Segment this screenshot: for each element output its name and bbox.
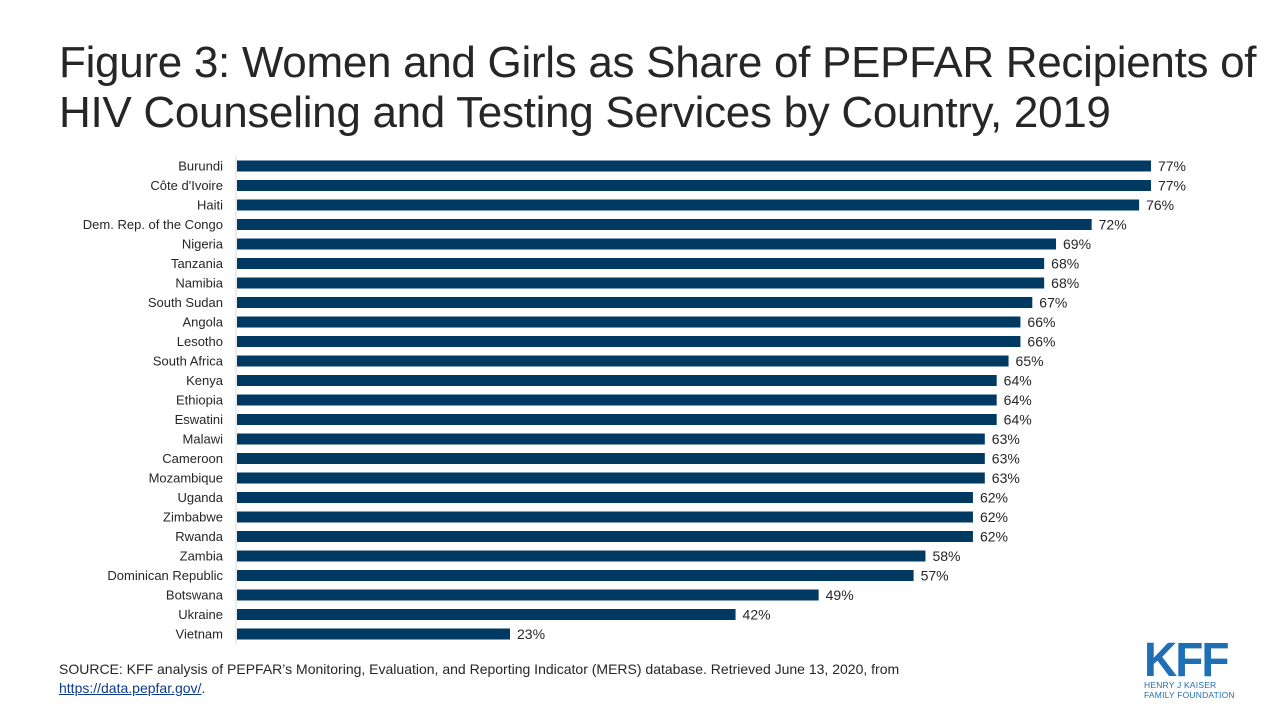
logo-line-2: FAMILY FOUNDATION [1144,690,1235,700]
bar [237,238,1057,250]
category-label: Dem. Rep. of the Congo [83,217,223,232]
category-label: South Africa [153,354,224,369]
title-line-1: Figure 3: Women and Girls as Share of PE… [59,38,1257,87]
bar [237,492,973,503]
category-label: Haiti [197,198,223,213]
category-label: Angola [183,315,224,330]
category-label: Eswatini [175,412,224,427]
bar [237,160,1151,172]
category-label: Mozambique [149,471,223,486]
source-note: SOURCE: KFF analysis of PEPFAR’s Monitor… [59,660,1059,698]
bar [237,472,985,484]
bar [237,316,1021,328]
bar [237,355,1009,367]
bar [237,628,511,640]
logo-line-1: HENRY J KAISER [1144,680,1217,690]
title-line-2: HIV Counseling and Testing Services by C… [59,88,1111,137]
bar [237,609,736,620]
data-label: 64% [1004,392,1032,408]
category-label: Lesotho [177,334,223,349]
data-label: 42% [743,607,771,623]
kff-logo: KFF HENRY J KAISER FAMILY FOUNDATION [1144,631,1244,700]
category-label: Zimbabwe [163,510,223,525]
category-label: Burundi [178,159,223,174]
category-label: Tanzania [171,256,224,271]
bar [237,394,997,406]
bar [237,219,1092,230]
category-label: Kenya [186,373,224,388]
bar [237,550,926,562]
data-label: 76% [1146,197,1174,213]
bar [237,433,985,445]
category-label: Namibia [175,276,223,291]
source-text: SOURCE: KFF analysis of PEPFAR’s Monitor… [59,661,900,677]
data-label: 77% [1158,158,1186,174]
data-label: 69% [1063,236,1091,252]
data-label: 58% [932,548,960,564]
data-label: 23% [517,626,545,642]
data-label: 63% [992,451,1020,467]
bar [237,453,985,464]
bar [237,297,1033,308]
data-label: 63% [992,431,1020,447]
category-label: Ukraine [178,607,223,622]
bar [237,511,973,523]
category-label: Nigeria [182,237,224,252]
data-label: 64% [1004,412,1032,428]
bar [237,375,997,386]
data-label: 62% [980,529,1008,545]
bar [237,180,1151,191]
category-label: Ethiopia [176,393,224,408]
source-end: . [201,680,206,696]
page-title: Figure 3: Women and Girls as Share of PE… [59,38,1259,138]
data-label: 57% [921,568,949,584]
bar [237,199,1140,211]
category-label: Cameroon [162,451,223,466]
category-label: South Sudan [148,295,223,310]
data-label: 62% [980,490,1008,506]
data-label: 68% [1051,275,1079,291]
data-label: 67% [1039,295,1067,311]
logo-mark: KFF [1144,631,1229,687]
category-label: Botswana [166,588,224,603]
source-link[interactable]: https://data.pepfar.gov/ [59,680,202,696]
bar [237,258,1045,269]
data-label: 64% [1004,373,1032,389]
data-label: 62% [980,509,1008,525]
data-label: 68% [1051,256,1079,272]
bar [237,336,1021,347]
data-label: 65% [1016,353,1044,369]
bar [237,570,914,581]
data-label: 63% [992,470,1020,486]
category-label: Vietnam [176,627,223,642]
bar [237,589,819,601]
data-label: 66% [1027,314,1055,330]
data-label: 77% [1158,178,1186,194]
category-label: Uganda [177,490,223,505]
category-label: Rwanda [175,529,223,544]
bar [237,277,1045,289]
category-label: Malawi [183,432,224,447]
category-label: Dominican Republic [107,568,223,583]
bar [237,531,973,542]
bar-chart: Burundi 77% Côte d'Ivoire 77% Haiti 76% Dem. R… [83,156,1186,644]
data-label: 66% [1027,334,1055,350]
data-label: 49% [826,587,854,603]
bar [237,414,997,425]
category-label: Côte d'Ivoire [150,178,223,193]
category-label: Zambia [180,549,224,564]
data-label: 72% [1099,217,1127,233]
